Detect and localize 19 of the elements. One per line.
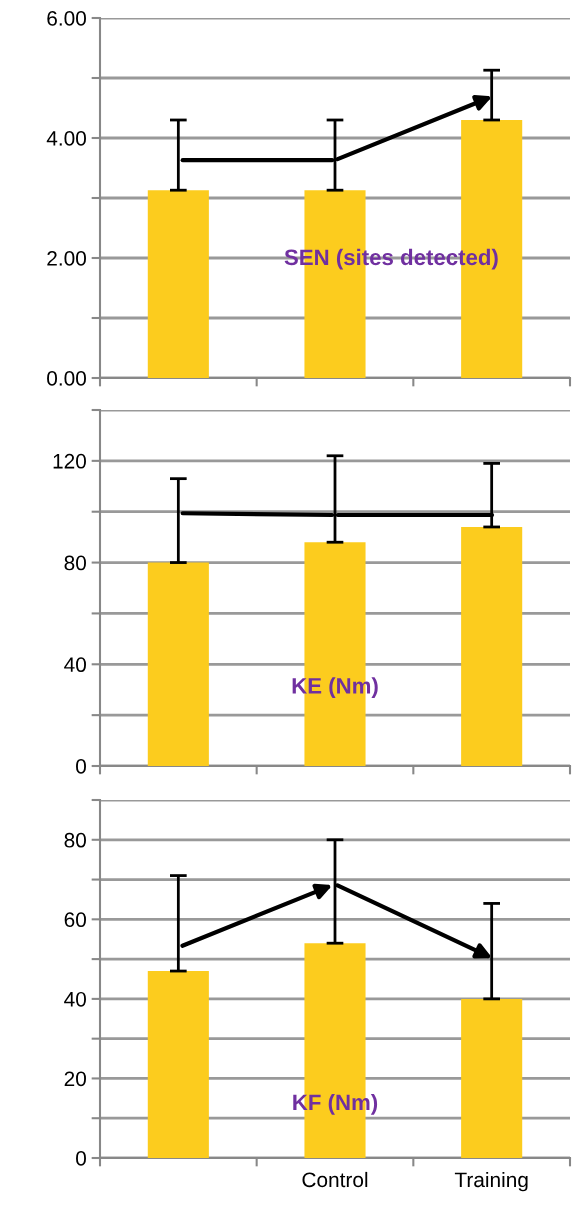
y-tick-label: 40: [64, 657, 86, 673]
y-tick-label: 0.00: [47, 371, 86, 386]
y-tick-label: 6.00: [47, 11, 86, 26]
bar: [461, 526, 523, 766]
y-tick-label: 20: [64, 1071, 86, 1087]
bar: [147, 971, 209, 1158]
y-tick-label: 80: [64, 832, 86, 848]
y-tick-label: 2.00: [47, 251, 86, 266]
y-tick-label: 4.00: [46, 131, 86, 146]
y-tick-label: 120: [53, 453, 86, 469]
y-tick-label: 80: [64, 555, 86, 571]
y-tick-label: 0: [76, 759, 86, 774]
y-tick-label: 40: [64, 991, 86, 1007]
bar: [147, 562, 209, 766]
x-tick-label: Training: [454, 1171, 528, 1192]
bar: [461, 998, 523, 1158]
x-tick-label: Control: [302, 1171, 368, 1188]
y-tick-label: 60: [64, 912, 86, 928]
y-tick-label: 0: [76, 1151, 86, 1166]
